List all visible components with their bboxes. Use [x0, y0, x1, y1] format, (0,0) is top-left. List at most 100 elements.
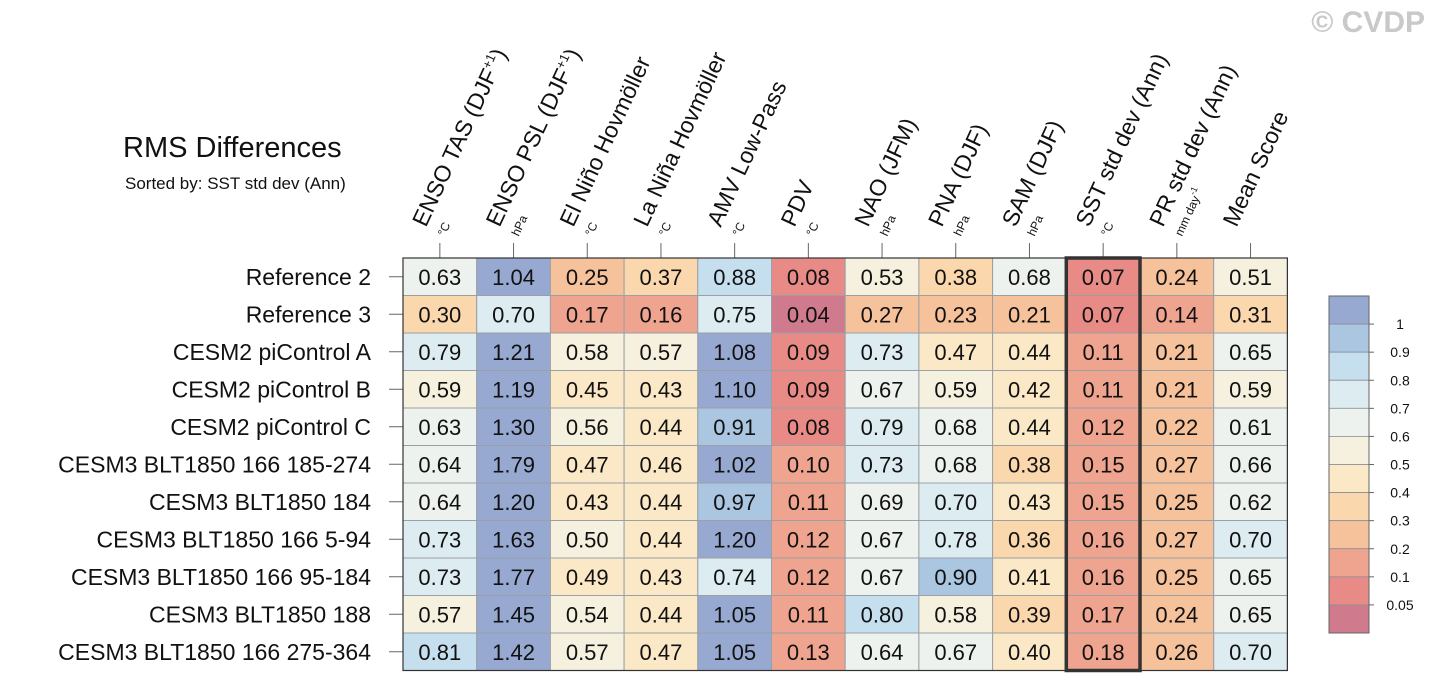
cell-value: 0.65: [1229, 602, 1272, 627]
cell-value: 1.19: [492, 377, 535, 402]
cell-value: 0.41: [1008, 565, 1051, 590]
cell-value: 0.22: [1155, 415, 1198, 440]
cell-value: 0.73: [861, 340, 904, 365]
row-labels: Reference 2 Reference 3 CESM2 piControl A C…: [58, 264, 403, 665]
heatmap-cell: [992, 445, 1067, 484]
cell-value: 1.77: [492, 565, 535, 590]
heatmap-cell: [1139, 557, 1215, 596]
heatmap-cell: [992, 482, 1067, 521]
heatmap-cell: [476, 595, 551, 634]
cell-value: 0.38: [1008, 452, 1051, 477]
heatmap-cell: [623, 445, 699, 484]
cell-value: 0.44: [640, 490, 683, 515]
cell-value: 1.30: [492, 415, 535, 440]
cell-value: 0.27: [1155, 527, 1198, 552]
cell-value: 0.21: [1155, 340, 1198, 365]
heatmap-cell: [623, 482, 699, 521]
heatmap-cell: [918, 370, 994, 409]
cell-value: 0.63: [418, 265, 461, 290]
column-headers: ENSO TAS (DJF+1)°C ENSO PSL (DJF+1)hPa El …: [407, 44, 1294, 258]
cell-value: 0.64: [418, 490, 461, 515]
cell-value: 0.68: [934, 452, 977, 477]
cell-value: 0.50: [566, 527, 609, 552]
colorbar-label: 0.2: [1390, 541, 1410, 557]
cell-value: 0.30: [418, 302, 461, 327]
colorbar-swatch: [1328, 576, 1370, 606]
cell-value: 0.44: [640, 415, 683, 440]
cell-value: 0.75: [713, 302, 756, 327]
colorbar-swatch: [1328, 407, 1370, 437]
cell-value: 0.59: [418, 377, 461, 402]
heatmap-cell: [549, 482, 625, 521]
cell-value: 0.54: [566, 602, 609, 627]
colorbar-label: 0.3: [1390, 513, 1410, 529]
cell-value: 0.13: [787, 640, 830, 665]
colorbar-label: 0.8: [1390, 372, 1410, 388]
heatmap-cells: 0.63 1.04 0.25 0.37 0.88 0.08 0.53 0.38 0.68 0.07…: [402, 257, 1289, 672]
cell-value: 0.12: [787, 527, 830, 552]
cell-value: 0.57: [418, 602, 461, 627]
cell-value: 0.21: [1155, 377, 1198, 402]
cell-value: 0.64: [861, 640, 904, 665]
heatmap-cell: [992, 295, 1067, 334]
cell-value: 0.73: [418, 565, 461, 590]
heatmap-cell: [771, 370, 846, 409]
cell-value: 0.04: [787, 302, 830, 327]
cell-value: 0.11: [788, 602, 829, 627]
cell-value: 0.25: [1155, 490, 1198, 515]
colorbar-swatch: [1328, 436, 1370, 465]
cell-value: 1.05: [713, 602, 756, 627]
cell-value: 0.65: [1229, 565, 1272, 590]
heatmap-cell: [549, 332, 625, 371]
colorbar-label: 1: [1396, 316, 1404, 332]
cell-value: 1.05: [713, 640, 756, 665]
cell-value: 0.88: [713, 265, 756, 290]
cell-value: 0.08: [787, 415, 830, 440]
heatmap-cell: [697, 295, 772, 334]
chart-title: RMS Differences: [123, 132, 342, 164]
colorbar-label: 0.6: [1390, 428, 1410, 444]
row-label: CESM3 BLT1850 184: [149, 489, 371, 515]
row-label: CESM2 piControl C: [170, 414, 371, 440]
heatmap-cell: [1213, 520, 1288, 559]
cell-value: 0.70: [934, 490, 977, 515]
row-label: Reference 3: [246, 301, 371, 327]
column-header: Mean Score: [1218, 107, 1294, 230]
heatmap-cell: [697, 632, 772, 671]
column-unit: °C: [656, 220, 675, 238]
column-unit: hPa: [1025, 213, 1047, 239]
heatmap-cell: [402, 520, 478, 559]
cell-value: 0.24: [1155, 265, 1198, 290]
cell-value: 0.64: [418, 452, 461, 477]
cell-value: 0.90: [934, 565, 977, 590]
cell-value: 0.58: [934, 602, 977, 627]
cell-value: 0.11: [1083, 340, 1124, 365]
cell-value: 0.37: [640, 265, 683, 290]
colorbar-label: 0.5: [1390, 457, 1410, 473]
heatmap-cell: [1139, 370, 1215, 409]
heatmap-cell: [992, 332, 1067, 371]
column-header: PDV°C: [775, 176, 822, 238]
row-label: CESM3 BLT1850 166 5-94: [97, 526, 372, 552]
heatmap-cell: [771, 332, 846, 371]
heatmap-cell: [623, 370, 699, 409]
heatmap-cell: [771, 407, 846, 446]
cell-value: 0.43: [1008, 490, 1051, 515]
heatmap-cell: [1139, 520, 1215, 559]
cell-value: 0.38: [934, 265, 977, 290]
cell-value: 0.12: [1082, 415, 1125, 440]
cell-value: 0.16: [1082, 565, 1125, 590]
cell-value: 0.09: [787, 377, 830, 402]
row-label: CESM3 BLT1850 166 275-364: [58, 639, 371, 665]
heatmap-cell: [1065, 407, 1141, 446]
cell-value: 0.36: [1008, 527, 1051, 552]
cell-value: 0.44: [1008, 340, 1051, 365]
cell-value: 0.39: [1008, 602, 1051, 627]
heatmap-cell: [918, 482, 994, 521]
heatmap-cell: [844, 407, 920, 446]
cell-value: 0.65: [1229, 340, 1272, 365]
column-unit: °C: [803, 220, 822, 238]
cell-value: 0.43: [640, 377, 683, 402]
cell-value: 0.47: [640, 640, 683, 665]
heatmap-cell: [992, 520, 1067, 559]
